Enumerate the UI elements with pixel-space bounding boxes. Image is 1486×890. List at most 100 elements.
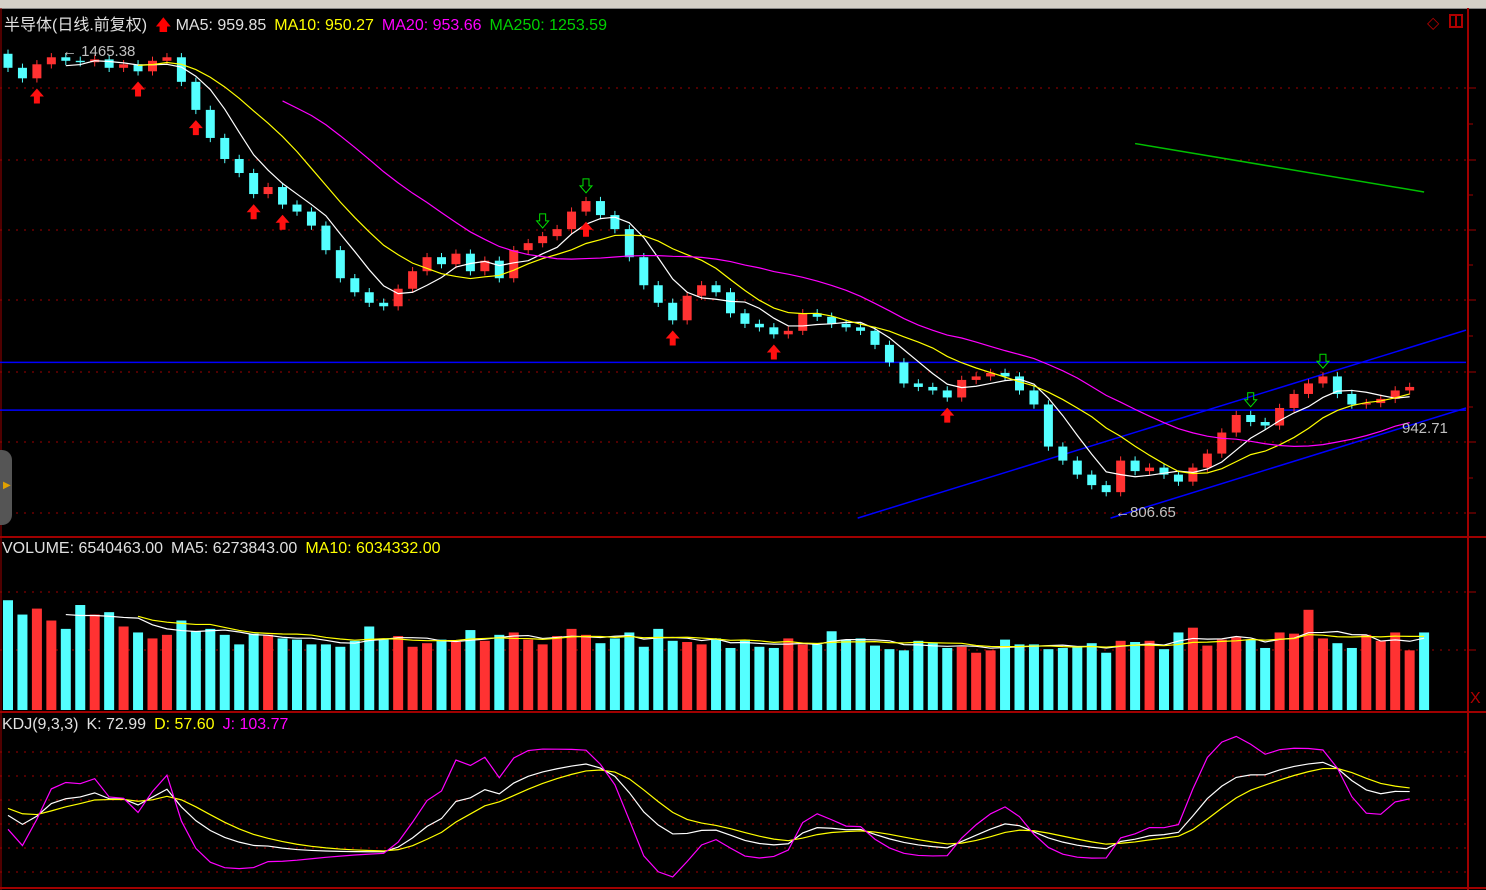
volume-bar	[118, 626, 129, 710]
volume-ma5-value: MA5: 6273843.00	[171, 540, 298, 557]
volume-bar	[1289, 633, 1300, 710]
volume-bar	[913, 640, 924, 710]
volume-bar	[1057, 647, 1068, 710]
volume-header: VOLUME: 6540463.00 MA5: 6273843.00 MA10: 6…	[2, 540, 449, 558]
volume-bar	[1260, 647, 1271, 710]
candle-body	[1130, 460, 1140, 472]
layout-toggle-icon[interactable]	[1449, 14, 1463, 28]
volume-bar	[1346, 647, 1357, 710]
volume-bar	[797, 644, 808, 710]
volume-bar	[942, 647, 953, 710]
candle-body	[393, 288, 403, 307]
volume-bar	[1086, 643, 1097, 710]
candle-body	[523, 243, 533, 251]
candle-body	[234, 158, 244, 174]
ma5-line	[65, 60, 1410, 478]
candle-body	[1173, 474, 1183, 482]
volume-bar	[508, 632, 519, 710]
candle-body	[1188, 467, 1198, 482]
candle-body	[942, 390, 952, 398]
candle-body	[494, 260, 504, 279]
volume-bar	[393, 636, 404, 710]
candle-body	[162, 57, 172, 61]
candle-body	[1332, 376, 1342, 394]
candle-body	[1318, 376, 1328, 384]
candle-body	[1145, 467, 1155, 472]
volume-bar	[609, 638, 620, 710]
candle-body	[3, 53, 13, 68]
buy-arrow-icon	[246, 204, 261, 220]
volume-bar	[826, 631, 837, 710]
volume-bar	[927, 643, 938, 710]
side-panel-handle[interactable]: ▶	[0, 450, 12, 525]
close-panel-icon[interactable]: X	[1470, 690, 1481, 707]
candle-body	[552, 229, 562, 237]
volume-bar	[104, 612, 115, 710]
candle-body	[899, 362, 909, 384]
candle-body	[292, 204, 302, 212]
volume-bar	[1173, 632, 1184, 710]
candle-body	[624, 229, 634, 258]
volume-bar	[378, 638, 389, 710]
candle-body	[1159, 467, 1169, 475]
candle-body	[610, 215, 620, 230]
last-price-label: 942.71	[1402, 420, 1448, 437]
candle-body	[148, 60, 157, 72]
buy-arrow-icon	[188, 120, 203, 136]
volume-bar	[17, 614, 28, 710]
candle-body	[465, 253, 475, 272]
ma250-line	[1134, 142, 1425, 193]
volume-bar	[364, 626, 375, 710]
volume-bar	[1375, 640, 1386, 710]
kdj-d-value: D: 57.60	[154, 716, 215, 733]
sell-arrow-icon	[1243, 392, 1258, 408]
candle-body	[1087, 474, 1097, 486]
candle-body	[1405, 386, 1415, 391]
candle-body	[841, 323, 851, 328]
diamond-icon[interactable]: ◇	[1427, 15, 1440, 32]
volume-bar	[422, 643, 433, 710]
volume-bar	[1000, 639, 1011, 710]
volume-bar	[306, 644, 317, 710]
volume-bar	[985, 650, 996, 710]
candle-body	[249, 173, 259, 195]
volume-bar	[739, 639, 750, 710]
candle-body	[205, 109, 215, 138]
volume-bar	[1014, 644, 1025, 710]
volume-bar	[190, 631, 201, 710]
channel-trendline	[857, 329, 1467, 519]
volume-bar	[1187, 627, 1198, 710]
volume-bar	[667, 640, 678, 710]
volume-bar	[552, 636, 563, 710]
volume-bar	[1115, 640, 1126, 710]
volume-bar	[1072, 646, 1083, 710]
kdj-j-value: J: 103.77	[222, 716, 289, 733]
kdj-header: KDJ(9,3,3) K: 72.99 D: 57.60 J: 103.77	[2, 716, 296, 734]
candle-body	[957, 379, 967, 398]
candle-body	[856, 327, 866, 331]
volume-bar	[1144, 640, 1155, 710]
candle-body	[379, 302, 389, 307]
candle-body	[827, 316, 837, 324]
buy-arrow-icon	[29, 88, 44, 104]
volume-bar	[1419, 632, 1430, 710]
volume-bar	[1101, 652, 1112, 710]
volume-bar	[46, 620, 57, 710]
candle-body	[726, 292, 735, 314]
volume-bar	[234, 644, 245, 710]
kdj-k-value: K: 72.99	[86, 716, 147, 733]
candle-body	[61, 57, 71, 61]
volume-bar	[711, 638, 722, 710]
volume-bar	[884, 649, 895, 710]
candle-body	[697, 285, 707, 296]
kdj-d-line	[7, 767, 1410, 852]
candle-body	[1043, 404, 1053, 447]
volume-bar	[783, 638, 794, 710]
candle-body	[364, 292, 374, 303]
candle-body	[1101, 485, 1111, 493]
candle-body	[17, 67, 27, 79]
candle-body	[451, 253, 461, 265]
volume-bar	[1202, 645, 1213, 710]
buy-arrow-icon	[940, 407, 955, 423]
